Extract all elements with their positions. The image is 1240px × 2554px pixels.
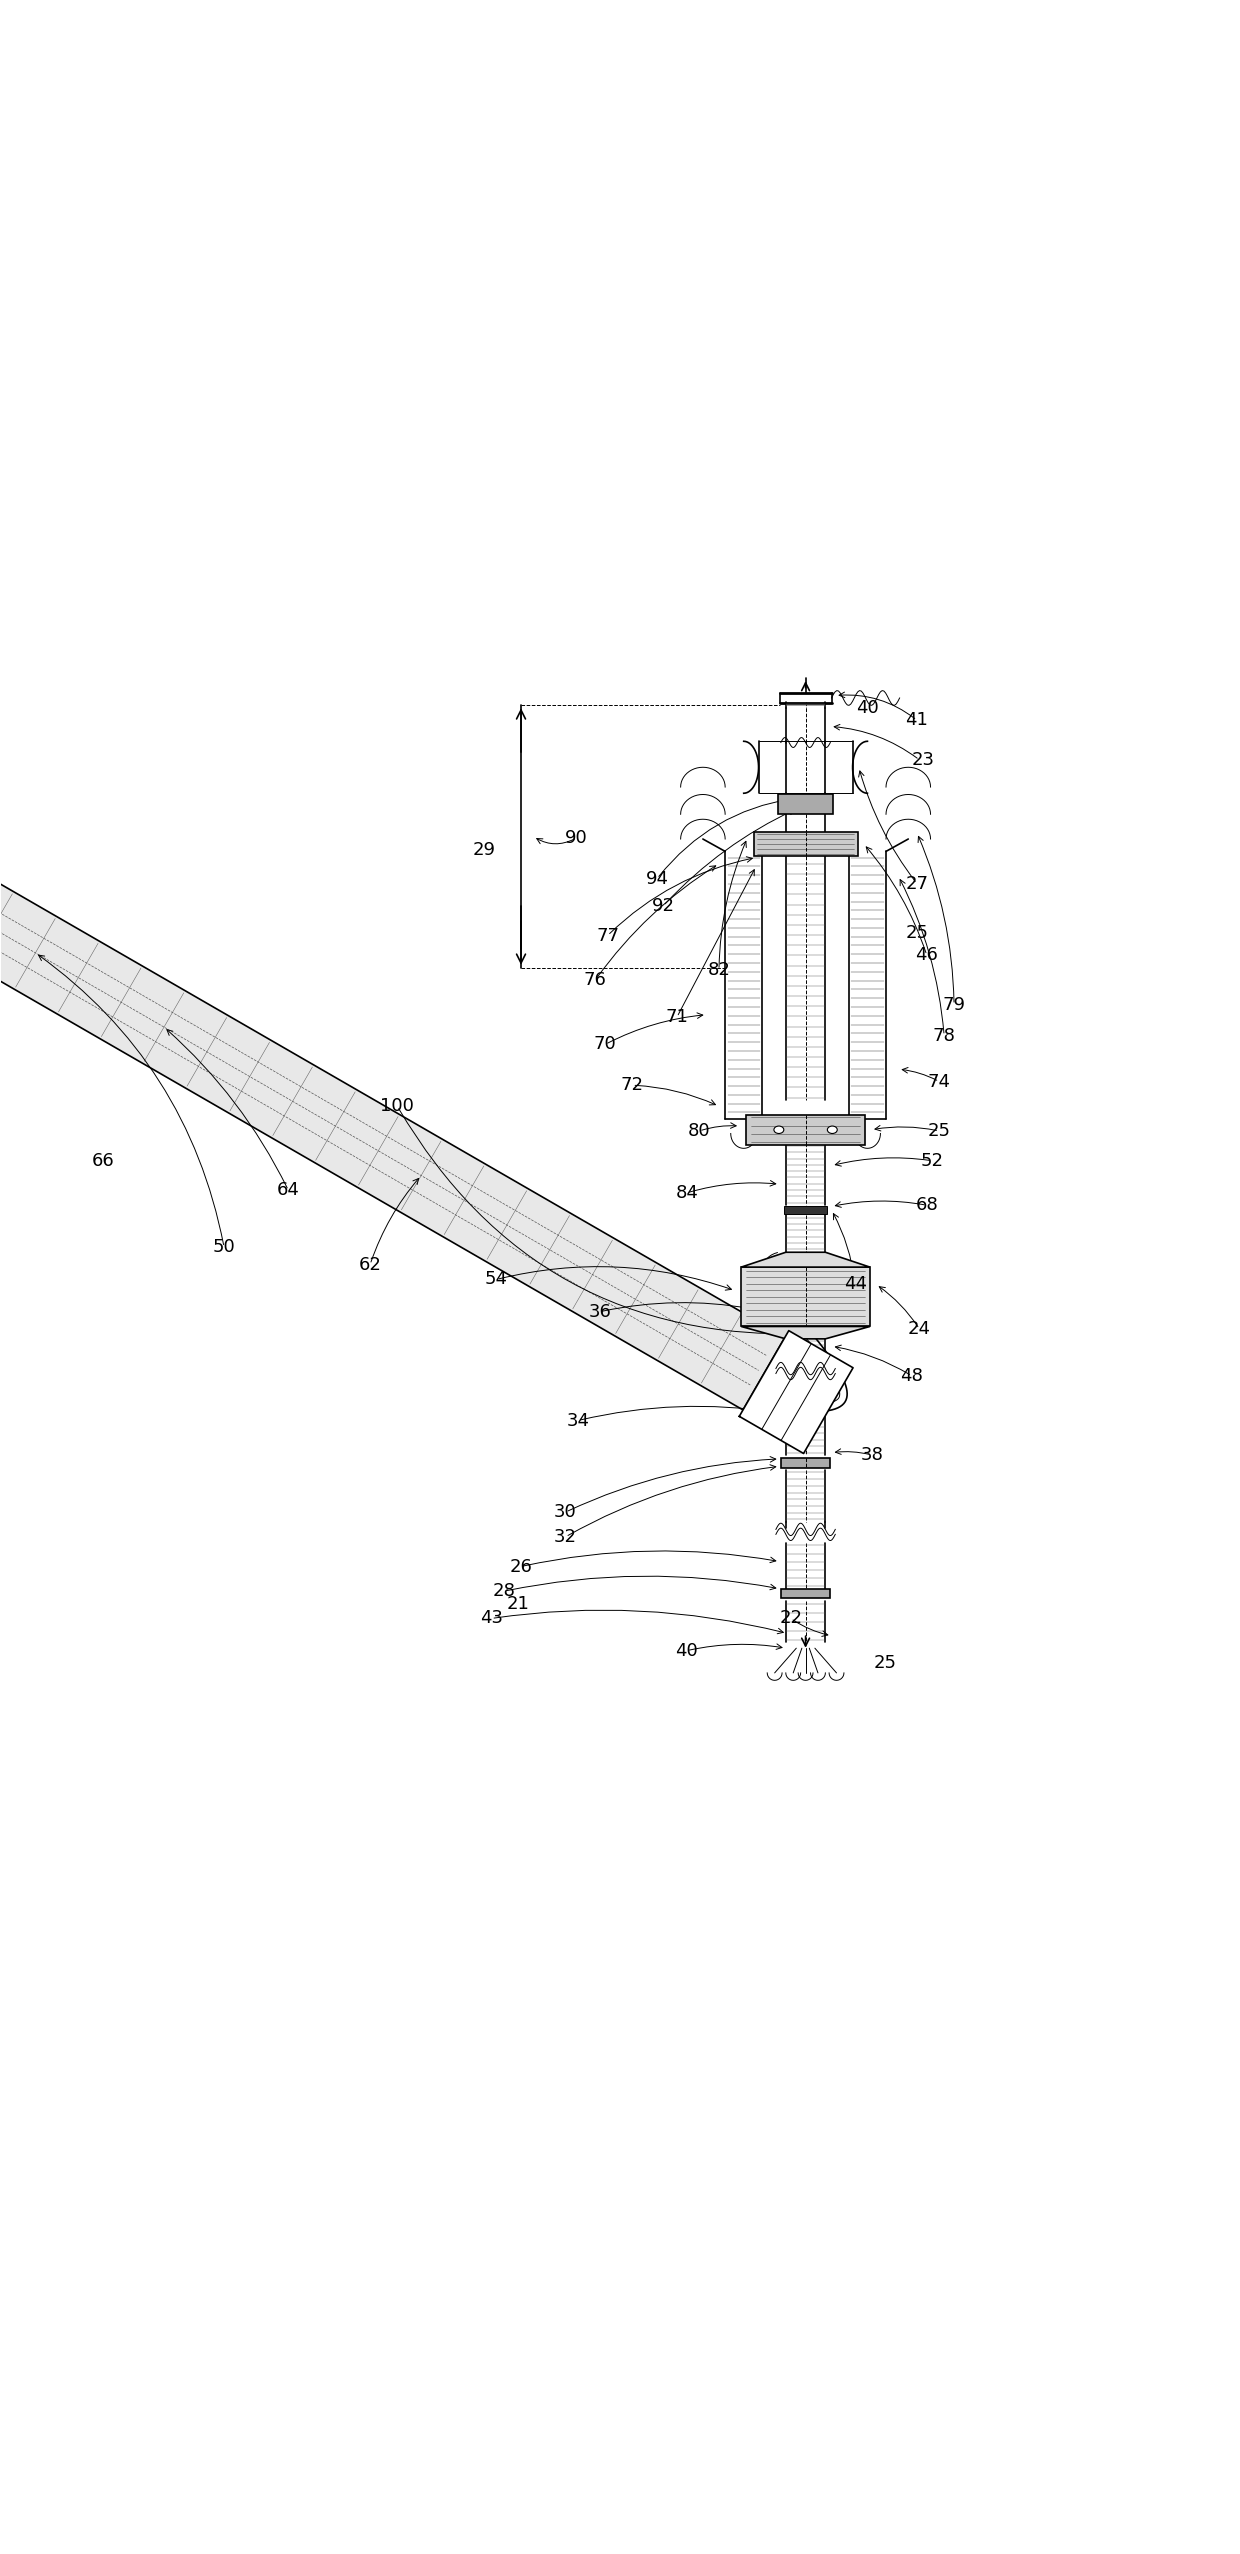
- Text: 79: 79: [942, 996, 966, 1014]
- Text: 28: 28: [492, 1583, 515, 1601]
- Text: 23: 23: [911, 751, 935, 769]
- Text: 84: 84: [676, 1185, 698, 1203]
- Text: 82: 82: [708, 960, 730, 978]
- Text: 71: 71: [666, 1009, 688, 1027]
- Text: 74: 74: [928, 1073, 951, 1091]
- Text: 50: 50: [213, 1239, 236, 1257]
- Text: 32: 32: [554, 1527, 577, 1545]
- Text: 38: 38: [861, 1446, 884, 1463]
- Text: 25: 25: [905, 925, 929, 942]
- Text: 30: 30: [554, 1504, 577, 1522]
- Text: 46: 46: [915, 948, 939, 965]
- Text: 62: 62: [358, 1257, 382, 1274]
- Text: 25: 25: [928, 1121, 951, 1139]
- Text: 21: 21: [507, 1594, 529, 1612]
- Text: 64: 64: [277, 1183, 300, 1200]
- Bar: [742, 1267, 870, 1326]
- Bar: [784, 1205, 827, 1213]
- Text: 24: 24: [908, 1320, 931, 1338]
- Text: 44: 44: [843, 1274, 867, 1292]
- Polygon shape: [742, 1326, 870, 1338]
- Text: 40: 40: [676, 1642, 698, 1660]
- Text: 48: 48: [900, 1366, 924, 1384]
- Text: 76: 76: [584, 971, 606, 988]
- Bar: [781, 1589, 831, 1599]
- Ellipse shape: [827, 1126, 837, 1134]
- Text: 43: 43: [480, 1609, 503, 1627]
- Text: 94: 94: [646, 868, 668, 889]
- Text: 52: 52: [920, 1152, 944, 1170]
- Text: 80: 80: [688, 1121, 711, 1139]
- Bar: [781, 1458, 831, 1469]
- Text: 25: 25: [873, 1655, 897, 1673]
- Text: 92: 92: [652, 896, 675, 914]
- Text: 22: 22: [779, 1609, 802, 1627]
- Text: 68: 68: [915, 1195, 939, 1213]
- Polygon shape: [739, 1331, 853, 1453]
- Text: 41: 41: [905, 710, 929, 730]
- Text: 70: 70: [594, 1034, 616, 1052]
- Bar: [779, 794, 833, 815]
- Text: 90: 90: [565, 830, 588, 848]
- Text: 72: 72: [621, 1075, 644, 1093]
- Text: 40: 40: [856, 700, 879, 718]
- Polygon shape: [742, 1251, 870, 1267]
- Text: 77: 77: [596, 927, 619, 945]
- Text: 66: 66: [92, 1152, 114, 1170]
- Text: 78: 78: [932, 1027, 956, 1045]
- Text: 36: 36: [589, 1303, 611, 1320]
- Text: 34: 34: [567, 1412, 589, 1430]
- Bar: [754, 833, 858, 856]
- Text: 26: 26: [510, 1558, 532, 1576]
- Bar: [746, 1116, 866, 1144]
- Text: 54: 54: [485, 1269, 507, 1287]
- Polygon shape: [0, 843, 785, 1410]
- Text: 29: 29: [472, 840, 496, 858]
- Text: 100: 100: [381, 1098, 414, 1116]
- Text: 27: 27: [905, 873, 929, 891]
- Ellipse shape: [774, 1126, 784, 1134]
